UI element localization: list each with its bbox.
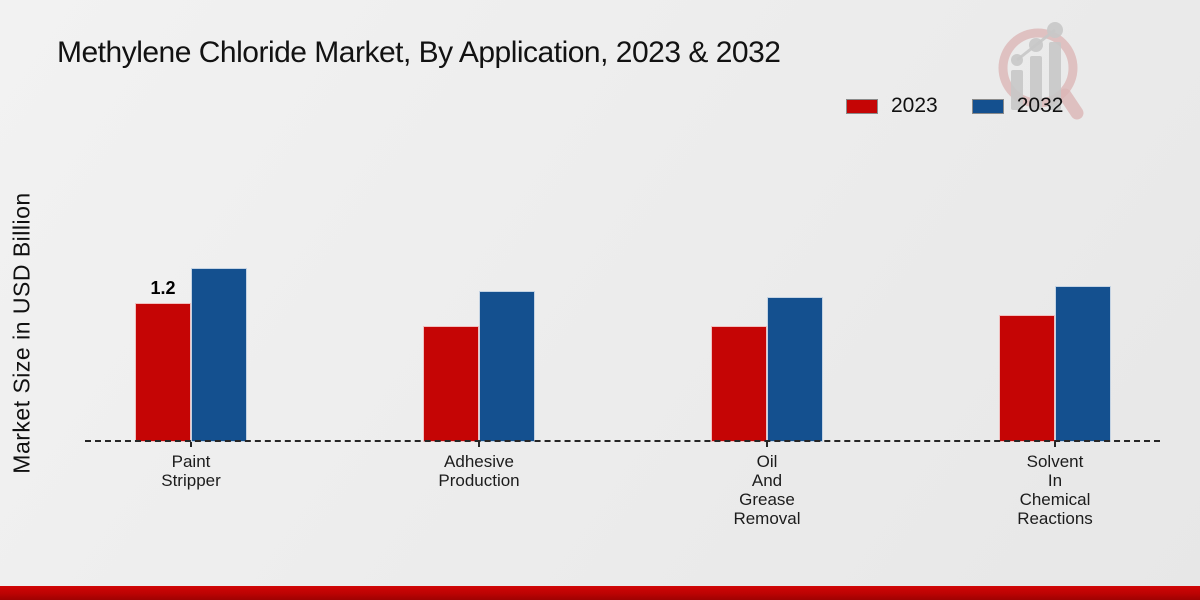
legend-label-2032: 2032 [1016,94,1064,117]
x-axis-category-label: Paint Stripper [161,452,221,490]
x-axis-tick [478,442,480,447]
bar-2023-adhesive-production [423,326,479,442]
bar-2032-adhesive-production [479,291,535,442]
bar-value-label: 1.2 [150,278,176,298]
bar-2023-oil-and-grease-removal [711,326,767,442]
bar-2023-solvent-in-chemical-reactions [999,315,1055,442]
x-axis-category-label: Adhesive Production [438,452,520,490]
chart-title: Methylene Chloride Market, By Applicatio… [57,36,781,69]
x-axis-tick [190,442,192,447]
legend-label-2023: 2023 [891,94,938,117]
x-axis-baseline [85,440,1160,442]
magnifier-bar-chart-logo-icon [998,22,1084,120]
bar-2023-paint-stripper [135,303,191,442]
bar-2032-oil-and-grease-removal [767,297,823,442]
legend-item-2032: 2032 [971,94,1064,118]
legend-item-2023: 2023 [846,94,938,118]
bar-2032-paint-stripper [191,268,247,442]
x-axis-category-label: Oil And Grease Removal [733,452,801,528]
x-axis-category-label: Solvent In Chemical Reactions [1017,452,1093,528]
legend: 2023 2032 [846,94,1063,118]
legend-swatch-2032-icon [971,98,1004,114]
legend-swatch-2023-icon [846,98,878,114]
footer-accent-bar [0,586,1200,600]
x-axis-tick [766,442,768,447]
x-axis-tick [1054,442,1056,447]
bar-2032-solvent-in-chemical-reactions [1055,286,1111,442]
